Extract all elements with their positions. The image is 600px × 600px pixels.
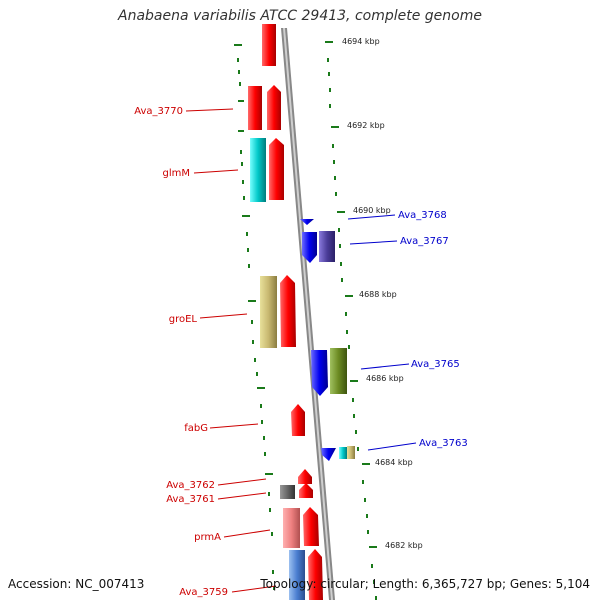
- left-dot-track: [234, 44, 275, 590]
- gene-ava3763-b: [339, 447, 347, 459]
- map-title: Anabaena variabilis ATCC 29413, complete…: [118, 8, 482, 24]
- genome-info-text: Topology: circular; Length: 6,365,727 bp…: [260, 577, 590, 591]
- gene-label: Ava_3767: [400, 236, 449, 247]
- gene-top-partial: [262, 24, 276, 66]
- right-dot-track: [325, 41, 377, 600]
- tick-label: 4690 kbp: [353, 206, 391, 215]
- gene-groel-a: [260, 276, 277, 348]
- gene-prma-a: [283, 508, 300, 548]
- gene-prma-b: [303, 507, 319, 546]
- gene-ava3767-b: [319, 231, 335, 262]
- genes-left-strand: [248, 24, 323, 600]
- left-gene-labels: Ava_3770 glmM groEL fabG Ava_3762 Ava_37…: [134, 106, 228, 598]
- left-leader-lines: [185, 108, 277, 593]
- gene-ava3770-a: [248, 86, 262, 130]
- gene-ava3763-a: [321, 448, 336, 461]
- gene-fabg: [291, 404, 305, 436]
- gene-label: Ava_3761: [166, 494, 215, 505]
- right-gene-labels: Ava_3768 Ava_3767 Ava_3765 Ava_3763: [398, 210, 468, 449]
- gene-ava3767-a: [302, 232, 317, 263]
- tick-label: 4692 kbp: [347, 121, 385, 130]
- gene-label: Ava_3759: [179, 587, 228, 598]
- gene-label: Ava_3762: [166, 480, 215, 491]
- gene-label: prmA: [194, 532, 221, 543]
- right-leader-lines: [347, 214, 417, 451]
- gene-label: glmM: [163, 168, 191, 179]
- gene-label: Ava_3765: [411, 359, 460, 370]
- gene-glmm-a: [250, 138, 266, 202]
- accession-text: Accession: NC_007413: [8, 577, 145, 591]
- gene-ava3762: [298, 469, 312, 484]
- gene-label: Ava_3770: [134, 106, 183, 117]
- tick-label: 4684 kbp: [375, 458, 413, 467]
- gene-ava3761-b: [299, 483, 313, 498]
- gene-label: Ava_3763: [419, 438, 468, 449]
- tick-label: 4694 kbp: [342, 37, 380, 46]
- tick-label: 4682 kbp: [385, 541, 423, 550]
- gene-ava3770-b: [267, 85, 281, 130]
- gene-label: Ava_3768: [398, 210, 447, 221]
- tick-label: 4688 kbp: [359, 290, 397, 299]
- gene-ava3759-b: [308, 549, 323, 600]
- genome-backbone: [281, 28, 335, 600]
- genes-right-strand: [300, 219, 355, 461]
- gene-ava3765-a: [311, 350, 328, 396]
- tick-label: 4686 kbp: [366, 374, 404, 383]
- gene-ava3761-a: [280, 485, 295, 499]
- gene-ava3765-b: [330, 348, 347, 394]
- gene-ava3763-c: [347, 446, 355, 459]
- tick-labels: 4694 kbp 4692 kbp 4690 kbp 4688 kbp 4686…: [342, 37, 423, 550]
- gene-ava3768: [300, 219, 314, 225]
- gene-label: fabG: [184, 423, 208, 434]
- gene-groel-b: [280, 275, 296, 347]
- gene-ava3759-a: [289, 550, 305, 600]
- gene-label: groEL: [169, 314, 198, 325]
- gene-glmm-b: [269, 138, 284, 200]
